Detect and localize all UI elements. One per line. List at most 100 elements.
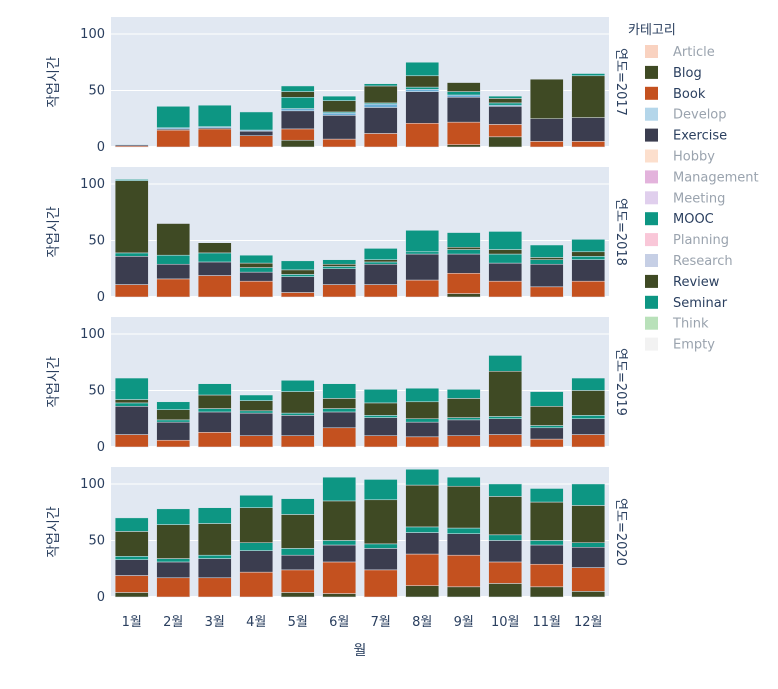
bar-segment-mooc bbox=[405, 251, 440, 255]
bar-segment-mooc bbox=[529, 259, 564, 265]
legend-swatch[interactable] bbox=[645, 149, 658, 163]
bar-segment-seminar bbox=[114, 179, 149, 181]
bar-segment-mooc bbox=[446, 91, 481, 96]
bar-segment-seminar bbox=[239, 111, 274, 131]
legend-item[interactable]: Develop bbox=[673, 108, 727, 123]
bar-segment-seminar bbox=[446, 232, 481, 248]
bar-segment-mooc bbox=[280, 548, 315, 556]
bar-segment-book bbox=[488, 280, 523, 298]
bar-segment-book bbox=[239, 280, 274, 298]
y-axis-title: 작업시간 bbox=[46, 356, 62, 408]
legend-item[interactable]: Book bbox=[673, 87, 706, 102]
bar-segment-exercise bbox=[280, 110, 315, 130]
bar-segment-mooc bbox=[446, 527, 481, 534]
bar-segment-exercise bbox=[571, 418, 606, 435]
bar-segment-exercise bbox=[156, 263, 191, 280]
bar-segment-seminar bbox=[571, 73, 606, 77]
legend-swatch[interactable] bbox=[645, 316, 658, 330]
bar-segment-book bbox=[197, 275, 232, 298]
bar-segment-exercise bbox=[488, 262, 523, 282]
bar-segment-seminar bbox=[322, 476, 357, 502]
bar-segment-blog bbox=[571, 75, 606, 118]
legend-swatch[interactable] bbox=[645, 337, 658, 351]
legend-swatch[interactable] bbox=[645, 274, 658, 288]
y-tick-label: 0 bbox=[97, 290, 105, 305]
legend-item[interactable]: Management bbox=[673, 170, 759, 185]
legend-swatch[interactable] bbox=[645, 86, 658, 100]
legend-item[interactable]: Meeting bbox=[673, 191, 725, 206]
legend-item[interactable]: Review bbox=[673, 275, 720, 290]
legend-item[interactable]: Blog bbox=[673, 66, 702, 81]
legend-swatch[interactable] bbox=[645, 254, 658, 267]
bar-segment-develop bbox=[363, 103, 398, 108]
bar-segment-mooc bbox=[156, 558, 191, 563]
legend-item[interactable]: Article bbox=[673, 45, 715, 60]
bar-segment-exercise bbox=[529, 263, 564, 288]
bar-segment-exercise bbox=[239, 130, 274, 136]
legend-item[interactable]: Exercise bbox=[673, 129, 727, 144]
facet-label: 연도=2019 bbox=[613, 348, 628, 416]
bar-segment-book bbox=[239, 435, 274, 448]
bar-segment-book bbox=[156, 577, 191, 598]
bar-segment-exercise bbox=[280, 415, 315, 436]
bar-segment-exercise bbox=[197, 558, 232, 579]
bar-segment-exercise bbox=[239, 271, 274, 282]
bar-segment-book bbox=[156, 129, 191, 148]
bar-segment-book bbox=[322, 284, 357, 298]
x-tick-label: 6월 bbox=[329, 615, 349, 630]
legend-swatch[interactable] bbox=[645, 107, 658, 121]
bar-segment-blog bbox=[239, 507, 274, 543]
bar-segment-blog bbox=[156, 409, 191, 421]
bar-segment-blog bbox=[322, 263, 357, 267]
legend-swatch[interactable] bbox=[645, 65, 658, 79]
legend-item[interactable]: Empty bbox=[673, 338, 715, 353]
bar-segment-exercise bbox=[239, 550, 274, 573]
facet-label: 연도=2017 bbox=[613, 48, 628, 116]
legend-item[interactable]: MOOC bbox=[673, 212, 714, 227]
bar-segment-mooc bbox=[529, 425, 564, 429]
bar-segment-book bbox=[322, 138, 357, 148]
facet-plot-background bbox=[111, 167, 609, 297]
bar-segment-blog bbox=[114, 592, 149, 598]
bar-segment-blog bbox=[529, 586, 564, 598]
legend-swatch[interactable] bbox=[645, 295, 658, 309]
bar-segment-seminar bbox=[197, 104, 232, 127]
bar-segment-seminar bbox=[156, 508, 191, 525]
bar-segment-exercise bbox=[571, 547, 606, 568]
bar-segment-blog bbox=[239, 400, 274, 412]
bar-segment-blog bbox=[446, 82, 481, 92]
legend-item[interactable]: Seminar bbox=[673, 296, 728, 311]
legend-swatch[interactable] bbox=[645, 170, 658, 184]
bar-segment-mooc bbox=[571, 415, 606, 419]
facet-label: 연도=2018 bbox=[613, 198, 628, 266]
bar-segment-book bbox=[529, 141, 564, 148]
bar-segment-seminar bbox=[239, 495, 274, 508]
facet-plot-background bbox=[111, 17, 609, 147]
legend-item[interactable]: Planning bbox=[673, 233, 729, 248]
x-tick-label: 8월 bbox=[412, 615, 432, 630]
bar-segment-blog bbox=[322, 398, 357, 409]
bar-segment-mooc bbox=[114, 143, 149, 145]
bar-segment-seminar bbox=[488, 355, 523, 372]
legend-swatch[interactable] bbox=[645, 45, 658, 58]
legend-swatch[interactable] bbox=[645, 233, 658, 247]
legend-swatch[interactable] bbox=[645, 191, 658, 205]
legend-swatch[interactable] bbox=[645, 128, 658, 142]
legend-item[interactable]: Hobby bbox=[673, 150, 715, 165]
bar-segment-seminar bbox=[405, 61, 440, 77]
bar-segment-exercise bbox=[322, 268, 357, 285]
bar-segment-seminar bbox=[405, 230, 440, 253]
y-tick-label: 50 bbox=[88, 383, 105, 398]
bar-segment-seminar bbox=[488, 95, 523, 99]
bar-segment-book bbox=[446, 121, 481, 145]
x-axis-title: 월 bbox=[354, 643, 367, 659]
bar-segment-exercise bbox=[156, 561, 191, 579]
legend-swatch[interactable] bbox=[645, 212, 658, 226]
bar-segment-seminar bbox=[363, 83, 398, 87]
bar-segment-book bbox=[571, 141, 606, 148]
bar-segment-exercise bbox=[529, 118, 564, 142]
bar-segment-exercise bbox=[446, 97, 481, 123]
legend-item[interactable]: Research bbox=[673, 254, 733, 269]
legend-item[interactable]: Think bbox=[672, 317, 709, 332]
